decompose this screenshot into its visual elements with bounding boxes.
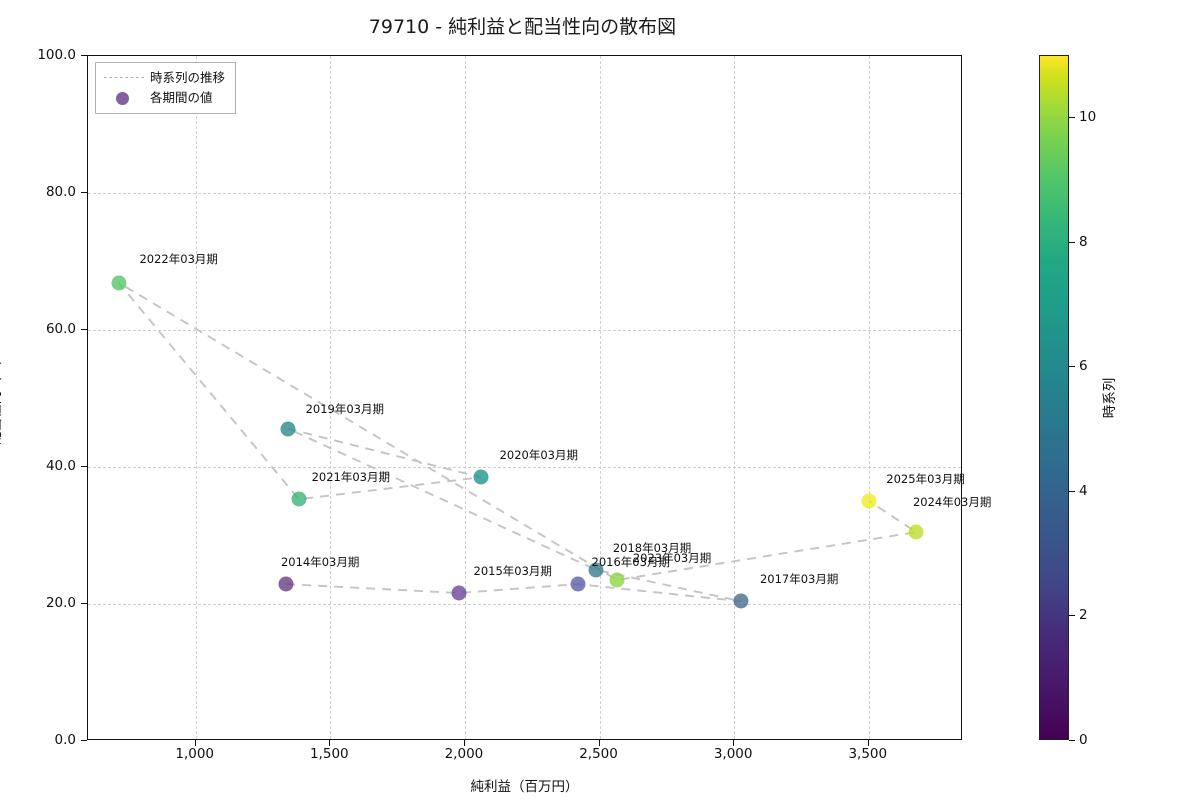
- colorbar-tick-mark: [1069, 490, 1075, 492]
- y-tick-mark: [81, 466, 87, 467]
- y-tick-label: 60.0: [45, 321, 76, 337]
- legend-item-trend: 時系列の推移: [102, 68, 225, 88]
- dashed-line-icon: [102, 70, 146, 86]
- x-axis-label: 純利益（百万円）: [470, 779, 579, 795]
- y-tick-label: 80.0: [45, 184, 76, 200]
- colorbar-tick-mark: [1069, 740, 1075, 741]
- plot-area: 2014年03月期 2015年03月期 2016年03月期 2017年03月期 2018…: [87, 55, 991, 740]
- data-point[interactable]: [908, 524, 924, 540]
- gridline-horizontal: [88, 330, 961, 331]
- y-tick-label: 20.0: [45, 595, 76, 611]
- gridline-vertical: [734, 56, 736, 739]
- data-point-label: 2014年03月期: [280, 555, 360, 570]
- legend-item-values: 各期間の値: [102, 88, 225, 108]
- y-tick-mark: [81, 603, 87, 604]
- colorbar-tick-label: 4: [1079, 482, 1088, 499]
- data-point[interactable]: [111, 275, 127, 291]
- data-point[interactable]: [609, 572, 625, 588]
- gridline-vertical: [464, 56, 466, 739]
- data-point[interactable]: [278, 576, 294, 592]
- y-tick-mark: [81, 740, 87, 741]
- gridline-vertical: [195, 56, 197, 739]
- x-tick-label: 3,000: [713, 746, 753, 762]
- data-point-label: 2021年03月期: [311, 470, 390, 485]
- time-series-connection-lines: [117, 281, 919, 603]
- colorbar-tick-label: 8: [1079, 233, 1088, 250]
- data-point-label: 2020年03月期: [499, 448, 578, 463]
- x-tick-mark: [867, 740, 869, 746]
- x-tick-label: 1,500: [309, 746, 349, 762]
- data-point[interactable]: [733, 593, 749, 609]
- colorbar-tick-label: 2: [1079, 607, 1088, 624]
- legend-label-values: 各期間の値: [150, 89, 213, 105]
- x-tick-mark: [733, 740, 735, 746]
- grid-lines: [88, 56, 961, 739]
- data-point[interactable]: [570, 576, 586, 592]
- x-tick-label: 2,000: [444, 746, 484, 762]
- colorbar-tick-label: 0: [1079, 732, 1088, 748]
- data-point-label: 2022年03月期: [139, 251, 218, 266]
- y-tick-label: 100.0: [37, 47, 76, 63]
- data-point-label: 2019年03月期: [305, 401, 384, 416]
- data-point-label: 2024年03月期: [912, 495, 992, 510]
- data-point-label: 2015年03月期: [473, 564, 552, 579]
- y-tick-mark: [81, 55, 87, 56]
- data-point-label: 2018年03月期: [612, 540, 692, 555]
- x-tick-mark: [194, 740, 196, 746]
- gridline-horizontal: [88, 604, 961, 605]
- y-tick-label: 0.0: [54, 732, 76, 748]
- data-point[interactable]: [451, 585, 467, 601]
- legend: 時系列の推移 各期間の値: [95, 62, 237, 114]
- x-tick-label: 1,000: [175, 746, 215, 762]
- legend-label-trend: 時系列の推移: [150, 69, 226, 85]
- colorbar-tick-label: 6: [1079, 358, 1088, 375]
- x-tick-mark: [463, 740, 465, 746]
- data-point[interactable]: [473, 469, 489, 485]
- page-title: 79710 - 純利益と配当性向の散布図: [368, 16, 677, 38]
- colorbar-tick-mark: [1069, 241, 1075, 243]
- gridline-vertical: [599, 56, 601, 739]
- y-tick-mark: [81, 329, 87, 330]
- gridline-vertical: [330, 56, 332, 739]
- data-point-label: 2023年03月期: [632, 551, 712, 566]
- gridline-vertical: [868, 56, 870, 739]
- y-tick-label: 40.0: [45, 458, 76, 474]
- y-tick-mark: [81, 192, 87, 193]
- colorbar-tick-label: 10: [1079, 109, 1097, 126]
- data-point-label: 2016年03月期: [591, 555, 670, 570]
- x-tick-label: 3,500: [848, 746, 888, 762]
- x-tick-mark: [329, 740, 331, 746]
- data-point-label: 2025年03月期: [886, 471, 965, 486]
- data-point[interactable]: [588, 562, 604, 578]
- circle-marker-icon: [102, 90, 146, 106]
- x-tick-label: 2,500: [579, 746, 618, 762]
- trend-line: [117, 281, 919, 603]
- y-axis-label: 配当性向（%）: [0, 351, 4, 445]
- colorbar-tick-mark: [1069, 366, 1075, 368]
- gridline-horizontal: [88, 193, 961, 194]
- colorbar-label: 時系列: [1102, 377, 1118, 419]
- gridline-horizontal: [88, 467, 961, 468]
- data-point-label: 2017年03月期: [759, 572, 839, 587]
- colorbar-gradient: [1039, 55, 1069, 740]
- data-point[interactable]: [291, 491, 307, 507]
- x-tick-mark: [598, 740, 600, 746]
- data-point[interactable]: [861, 493, 876, 509]
- colorbar-tick-mark: [1069, 615, 1075, 617]
- data-point[interactable]: [280, 421, 296, 437]
- colorbar-tick-mark: [1069, 117, 1075, 119]
